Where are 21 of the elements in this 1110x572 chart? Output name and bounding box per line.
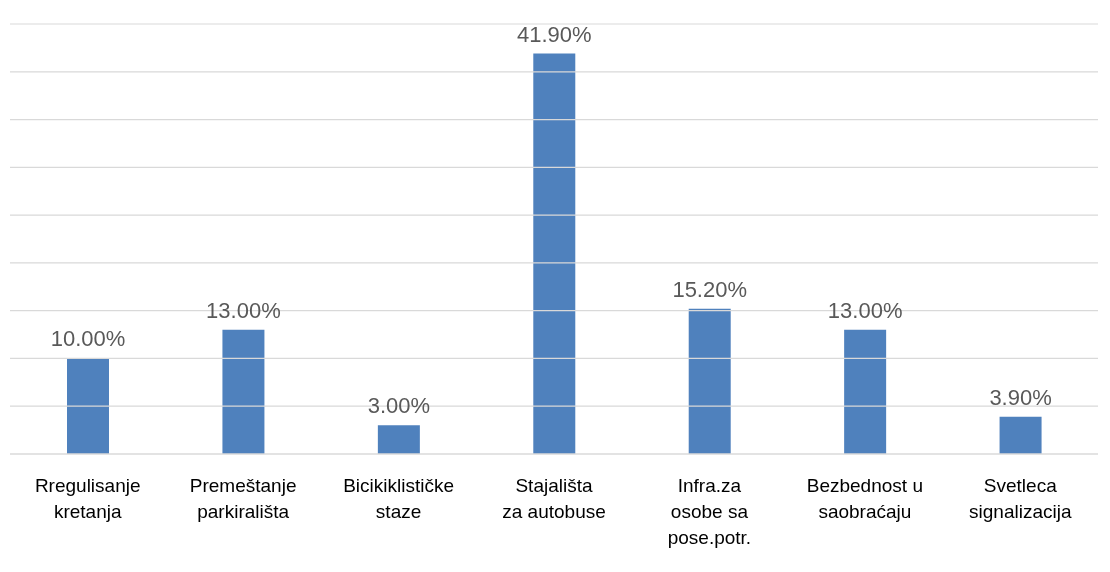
- x-tick-label: Bezbednost u saobraćaju: [806, 475, 923, 522]
- x-tick-label: Infra.za osobe sa pose.potr.: [667, 475, 752, 548]
- x-tick-label: Rregulisanje kretanja: [34, 475, 141, 522]
- bar: [999, 416, 1042, 454]
- x-tick-label: Svetleca signalizacija: [969, 475, 1072, 522]
- bar: [377, 425, 420, 454]
- data-label: 13.00%: [827, 297, 903, 323]
- bar: [222, 329, 265, 454]
- bar: [844, 329, 887, 454]
- x-tick-label: Stajališta za autobuse: [502, 475, 606, 522]
- data-label: 41.90%: [516, 21, 592, 47]
- data-label: 3.00%: [367, 393, 431, 419]
- data-label: 13.00%: [206, 297, 281, 323]
- bar: [67, 358, 109, 454]
- bar: [533, 53, 576, 454]
- x-tick-label: Bicikiklističke staze: [343, 475, 454, 522]
- data-label: 10.00%: [50, 326, 126, 352]
- bar: [688, 308, 731, 454]
- data-label: 3.90%: [989, 384, 1052, 410]
- x-tick-label: Premeštanje parkirališta: [189, 475, 297, 522]
- data-label: 15.20%: [672, 276, 748, 302]
